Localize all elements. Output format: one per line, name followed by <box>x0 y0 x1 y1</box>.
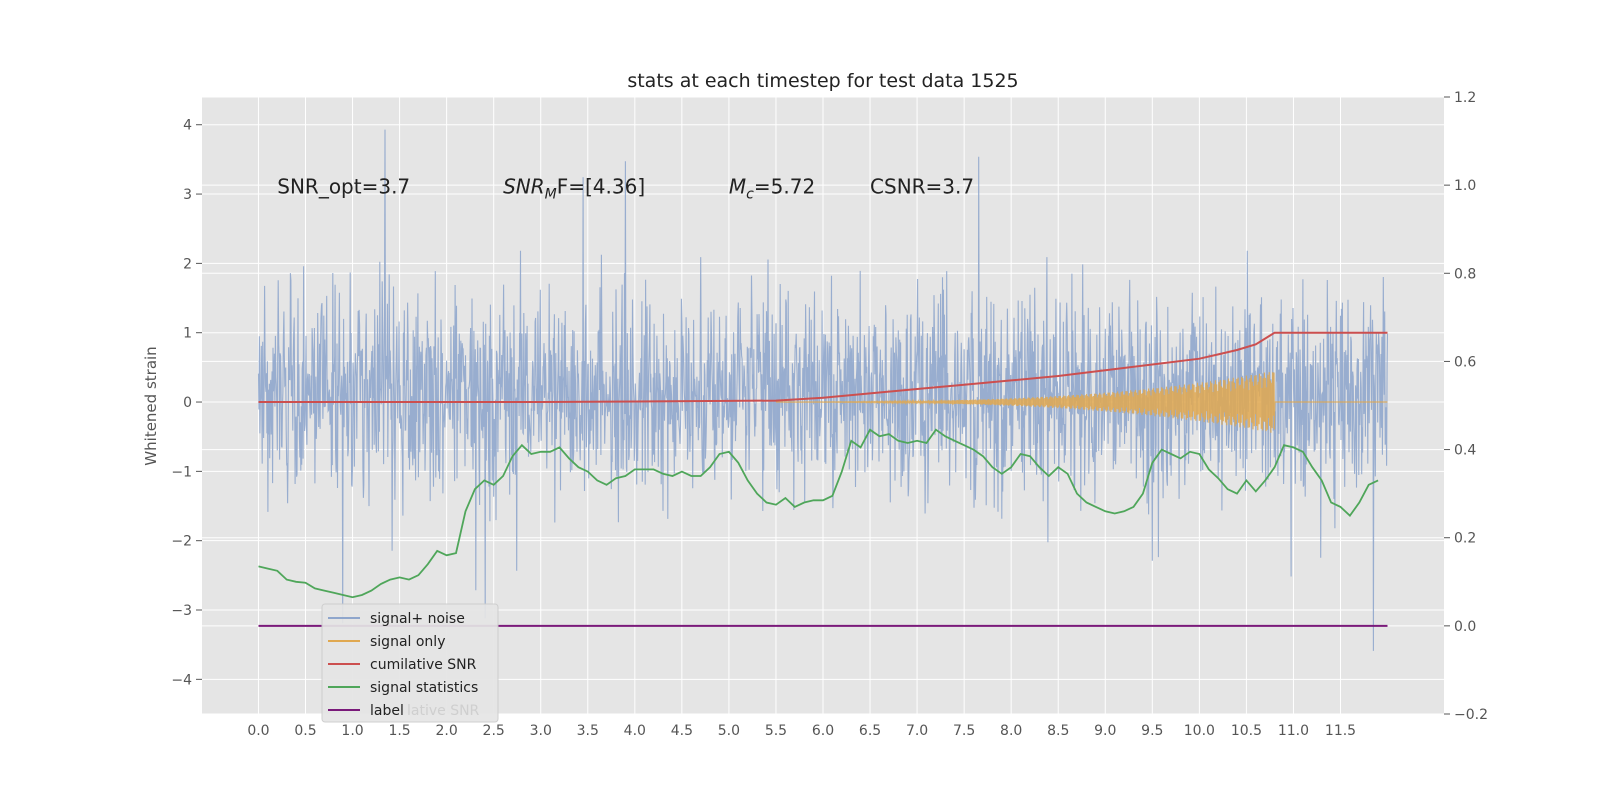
x-tick-label: 7.0 <box>906 723 928 739</box>
x-tick-label: 1.5 <box>388 723 410 739</box>
x-tick-label: 10.5 <box>1231 723 1262 739</box>
x-tick-label: 9.5 <box>1141 723 1163 739</box>
annotation: SNRMF=[4.36] <box>503 175 645 203</box>
x-tick-label: 11.0 <box>1278 723 1309 739</box>
x-tick-label: 8.0 <box>1000 723 1022 739</box>
x-tick-label: 1.0 <box>341 723 363 739</box>
y-tick-label: −2 <box>171 534 192 550</box>
legend-box <box>321 603 499 723</box>
annotation: CSNR=3.7 <box>870 175 974 199</box>
signal-statistics-line <box>258 428 1379 599</box>
signal-line <box>776 372 1388 433</box>
x-tick-label: 4.5 <box>671 723 693 739</box>
x-tick-label: 0.0 <box>247 723 269 739</box>
series-signal-only <box>776 372 1388 433</box>
series-cumulative-snr <box>258 331 1388 403</box>
series-signal-noise <box>257 129 1389 651</box>
annotation: Mc=5.72 <box>729 175 815 203</box>
y2-tick-label: 0.2 <box>1454 531 1476 547</box>
x-tick-label: 0.5 <box>294 723 316 739</box>
legend-ghost-text: lative SNR <box>407 703 480 719</box>
x-tick-label: 2.0 <box>436 723 458 739</box>
cumulative-snr-line <box>258 331 1388 403</box>
y-tick-label: 1 <box>183 326 192 342</box>
y2-tick-label: 1.0 <box>1454 178 1476 194</box>
x-tick-label: 6.0 <box>812 723 834 739</box>
annotations: SNR_opt=3.7 SNRMF=[4.36] Mc=5.72 CSNR=3.7 <box>277 175 974 203</box>
y-axis-label: Whitened strain <box>142 346 160 465</box>
y2-tick-label: 0.4 <box>1454 443 1476 459</box>
y-tick-label: 4 <box>183 118 192 134</box>
x-tick-label: 10.0 <box>1184 723 1215 739</box>
y-tick-label: −1 <box>171 464 192 480</box>
x-tick-label: 7.5 <box>953 723 975 739</box>
x-tick-label: 2.5 <box>483 723 505 739</box>
y-tick-label: −4 <box>171 672 192 688</box>
x-tick-label: 3.0 <box>530 723 552 739</box>
y-tick-label: 0 <box>183 395 192 411</box>
x-tick-label: 4.0 <box>624 723 646 739</box>
legend-label: cumilative SNR <box>370 657 477 673</box>
y2-tick-label: −0.2 <box>1454 707 1488 723</box>
y-tick-label: 3 <box>183 187 192 203</box>
x-tick-label: 8.5 <box>1047 723 1069 739</box>
series-signal-statistics <box>258 428 1379 599</box>
noise-line <box>257 129 1389 651</box>
x-tick-label: 6.5 <box>859 723 881 739</box>
annotation: SNR_opt=3.7 <box>277 175 410 199</box>
y2-tick-label: 1.2 <box>1454 90 1476 106</box>
y-tick-label: −3 <box>171 603 192 619</box>
x-tick-label: 11.5 <box>1325 723 1356 739</box>
x-axis-ticks: 0.0 0.5 1.0 1.5 2.0 2.5 3.0 3.5 4.0 4.5 5.0 5.5 6.0 6… <box>247 723 1356 739</box>
y2-tick-label: 0.0 <box>1454 619 1476 635</box>
legend: signal+ noise signal only cumilative SNR si… <box>321 603 499 723</box>
chart-title: stats at each timestep for test data 152… <box>627 70 1018 92</box>
y2-tick-label: 0.8 <box>1454 266 1476 282</box>
legend-label: label <box>370 703 404 719</box>
y2-tick-label: 0.6 <box>1454 354 1476 370</box>
legend-label: signal statistics <box>370 680 478 696</box>
x-tick-label: 5.0 <box>718 723 740 739</box>
legend-label: signal only <box>370 634 445 650</box>
x-tick-label: 9.0 <box>1094 723 1116 739</box>
y2-axis-ticks: 1.2 1.0 0.8 0.6 0.4 0.2 0.0 −0.2 <box>1444 90 1488 723</box>
y-tick-label: 2 <box>183 256 192 272</box>
x-tick-label: 3.5 <box>577 723 599 739</box>
x-tick-label: 5.5 <box>765 723 787 739</box>
legend-label: signal+ noise <box>370 611 465 627</box>
y-axis-ticks: 4 3 2 1 0 −1 −2 −3 −4 <box>171 118 202 688</box>
